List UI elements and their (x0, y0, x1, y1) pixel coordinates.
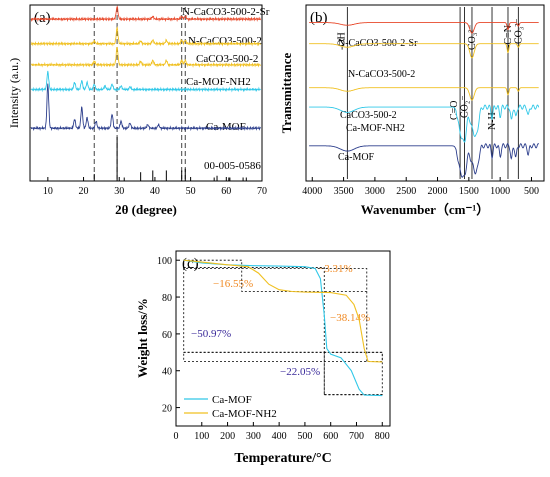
panel-c-ytick-label: 80 (162, 293, 172, 304)
panel-c-ytick-label: 60 (162, 330, 172, 341)
panel-c-ytick-label: 40 (162, 367, 172, 378)
panel-b-frame (305, 4, 545, 182)
panel-c-step-box (183, 259, 243, 269)
panel-a-xtick-label: 30 (114, 186, 124, 197)
panel-b-band-label: CO₂⁻ (460, 95, 471, 118)
panel-a-series-label: Ca-MOF-NH2 (186, 76, 251, 88)
panel-a-xtick-label: 70 (257, 186, 267, 197)
panel-a-xtick-label: 60 (221, 186, 231, 197)
panel-c-tga: (c) Temperature/°C Weight loss/% −3.31% … (135, 250, 391, 466)
panel-b-xtick-label: 2500 (396, 186, 416, 197)
panel-c-annotation: −16.55% (213, 278, 253, 290)
panel-b-band-label: -C=N (503, 25, 514, 48)
panel-a-series-line (30, 83, 261, 132)
panel-a-xtick-label: 50 (186, 186, 196, 197)
panel-c-frame (175, 250, 391, 427)
panel-b-band-label: CO₃²⁻ (467, 24, 478, 50)
panel-b-xlabel: Wavenumber（cm⁻¹） (361, 202, 489, 217)
panel-b-series-label: Ca-MOF-NH2 (346, 123, 405, 134)
panel-a-series-label: N-CaCO3-500-2 (188, 35, 262, 47)
panel-c-series-line (183, 259, 383, 363)
panel-c-annotation: −22.05% (280, 366, 320, 378)
panel-c-xtick-label: 0 (174, 431, 179, 442)
panel-b-series-line (309, 22, 539, 34)
panel-c-xtick-label: 400 (272, 431, 287, 442)
panel-c-ytick-label: 100 (157, 256, 172, 267)
legend-label-ca-mof: Ca-MOF (212, 394, 252, 406)
panel-b-series-label: N-CaCO3-500-2 (348, 69, 415, 80)
panel-c-step-box (183, 267, 325, 353)
panel-c-step-box (323, 351, 383, 396)
panel-a-series-line (30, 70, 261, 93)
panel-b-series-line (309, 104, 540, 143)
panel-a-ylabel: Intensity (a.u.) (7, 58, 21, 128)
panel-c-ytick-label: 20 (162, 404, 172, 415)
panel-a-xlabel: 2θ (degree) (115, 202, 177, 217)
panel-c-xtick-label: 800 (375, 431, 390, 442)
panel-c-xtick-label: 700 (349, 431, 364, 442)
panel-c-step-box (241, 268, 368, 292)
panel-c-series-line (183, 259, 383, 397)
panel-b-series-label: CaCO3-500-2 (340, 110, 397, 121)
panel-c-xlabel: Temperature/°C (234, 451, 331, 466)
panel-a-xtick-label: 40 (150, 186, 160, 197)
panel-a-xtick-label: 10 (43, 186, 53, 197)
panel-b-xtick-label: 1500 (459, 186, 479, 197)
panel-a-xrd: (a) 2θ (degree) Intensity (a.u.) N-CaCO3… (7, 4, 270, 217)
panel-c-xtick-label: 600 (323, 431, 338, 442)
panel-a-series-line (30, 5, 262, 23)
panel-a-series-line (30, 25, 261, 47)
panel-b-series-line (309, 43, 539, 59)
panel-c-ylabel: Weight loss/% (135, 298, 150, 378)
panel-c-label: (c) (182, 256, 199, 272)
panel-a-series-label: CaCO3-500-2 (196, 53, 258, 65)
panel-b-band-label: -OH (336, 32, 347, 50)
legend-label-ca-mof-nh2: Ca-MOF-NH2 (212, 408, 277, 420)
panel-a-series-line (31, 46, 261, 68)
panel-b-xtick-label: 3000 (365, 186, 385, 197)
panel-b-xtick-label: 1000 (490, 186, 510, 197)
panel-c-xtick-label: 200 (220, 431, 235, 442)
panel-b-ftir: (b) Wavenumber（cm⁻¹） Transmittance N-CaC… (279, 4, 545, 217)
panel-b-series-line (309, 143, 540, 178)
panel-a-label: (a) (34, 10, 51, 26)
panel-b-label: (b) (310, 10, 328, 26)
panel-c-legend: Ca-MOF Ca-MOF-NH2 (184, 394, 277, 420)
panel-c-xtick-label: 500 (297, 431, 312, 442)
panel-c-annotation: −38.14% (330, 312, 370, 324)
panel-a-frame (29, 4, 263, 182)
panel-c-annotation: −3.31% (318, 263, 353, 275)
panel-b-series-label: Ca-MOF (338, 152, 375, 163)
panel-b-band-label: N-H (487, 112, 498, 130)
panel-a-xtick-label: 20 (79, 186, 89, 197)
panel-b-xtick-label: 2000 (428, 186, 448, 197)
panel-a-reference-label: 00-005-0586 (204, 160, 261, 172)
panel-b-ylabel: Transmittance (279, 52, 294, 133)
panel-c-annotation: −50.97% (191, 328, 231, 340)
panel-b-band-label: CO₃²⁻ (513, 18, 524, 44)
panel-b-xtick-label: 4000 (302, 186, 322, 197)
panel-b-series-line (309, 87, 539, 101)
panel-c-xtick-label: 300 (246, 431, 261, 442)
panel-b-xtick-label: 500 (524, 186, 539, 197)
panel-a-series-label: N-CaCO3-500-2-Sr (182, 6, 270, 18)
panel-c-xtick-label: 100 (194, 431, 209, 442)
panel-c-step-box (183, 351, 383, 362)
panel-b-band-label: C=O (449, 100, 460, 120)
panel-b-xtick-label: 3500 (334, 186, 354, 197)
